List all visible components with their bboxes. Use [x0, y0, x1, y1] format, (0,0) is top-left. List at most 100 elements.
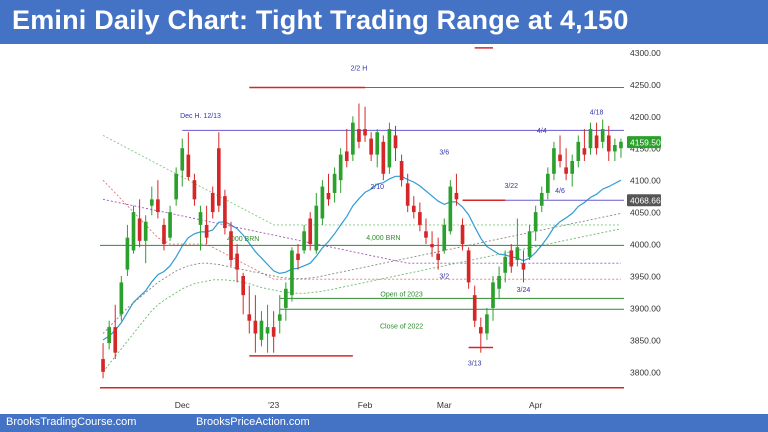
candle	[552, 141, 556, 181]
candle-body	[174, 173, 178, 200]
candle	[174, 167, 178, 206]
candle	[326, 173, 331, 206]
ma-series-5	[102, 228, 622, 373]
candle	[491, 276, 495, 321]
candle	[393, 125, 398, 161]
candle-body	[436, 253, 440, 261]
candle	[296, 244, 300, 270]
chart-annotation: 4/4	[537, 128, 547, 135]
candle-body	[418, 212, 422, 225]
candle	[137, 199, 142, 248]
candle	[606, 125, 611, 161]
candle-body	[497, 276, 501, 289]
chart-annotation: 3/24	[517, 287, 531, 294]
candle	[430, 231, 434, 257]
candle-body	[515, 247, 520, 261]
candle-body	[162, 224, 166, 245]
candle	[454, 173, 459, 206]
candle-body	[210, 192, 215, 213]
candle	[521, 250, 526, 283]
candle	[442, 218, 447, 254]
candle-body	[290, 250, 294, 296]
candle-body	[472, 295, 477, 321]
x-tick-label: '23	[268, 400, 279, 410]
candle-body	[454, 192, 459, 200]
candle	[588, 122, 593, 155]
candle	[363, 106, 367, 142]
candle	[357, 103, 361, 149]
chart-annotation: 4/6	[555, 188, 565, 195]
candle	[594, 122, 599, 155]
candle	[351, 116, 355, 161]
candle-body	[149, 199, 154, 206]
candle-body	[405, 183, 410, 206]
candle-body	[606, 135, 611, 152]
candle	[223, 189, 227, 235]
candle	[290, 247, 294, 302]
candle	[576, 135, 581, 168]
y-tick-label: 4200.00	[630, 112, 661, 122]
candle	[344, 129, 349, 168]
chart-annotation: 4/18	[590, 109, 604, 116]
candle-body	[619, 141, 623, 149]
chart-annotation: 4000 BRN	[227, 236, 259, 243]
price-label-text: 4159.50	[630, 137, 661, 147]
candle	[253, 295, 258, 353]
candle-body	[393, 135, 398, 149]
y-tick-label: 4250.00	[630, 80, 661, 90]
candle	[168, 205, 172, 241]
candle	[125, 224, 130, 276]
candle-body	[326, 192, 331, 200]
candle	[180, 138, 185, 187]
price-label-box	[627, 136, 661, 149]
candle	[210, 186, 215, 219]
candle-body	[570, 161, 575, 174]
candle-body	[314, 205, 319, 251]
candle-body	[357, 129, 361, 142]
chart-annotation: 3/13	[468, 360, 482, 367]
candle	[558, 135, 562, 168]
candle-body	[308, 218, 313, 245]
chart-annotation: 3/22	[504, 183, 518, 190]
candle-body	[125, 237, 130, 270]
candle	[314, 192, 319, 254]
price-label-text: 4068.66	[630, 195, 661, 205]
candle-body	[539, 192, 544, 206]
candle	[497, 266, 501, 299]
ma-series-2	[102, 179, 621, 280]
candle	[418, 202, 422, 232]
candle-body	[241, 276, 246, 296]
candle	[546, 167, 550, 200]
candle	[259, 311, 264, 347]
y-tick-label: 3900.00	[630, 303, 661, 313]
candle	[284, 282, 288, 321]
candle-body	[223, 196, 227, 229]
candle-body	[247, 314, 252, 321]
candle	[265, 304, 270, 353]
candle	[539, 186, 544, 213]
candle-body	[180, 148, 185, 171]
candle-body	[277, 314, 282, 321]
y-tick-label: 4000.00	[630, 240, 661, 250]
candle-body	[320, 186, 325, 219]
candle	[156, 180, 160, 219]
candle	[411, 196, 416, 219]
candle-body	[192, 180, 197, 200]
chart-annotation: Dec H. 12/13	[180, 113, 221, 120]
candle	[503, 250, 508, 283]
candle	[582, 129, 587, 161]
candle	[320, 180, 325, 225]
footer-right-link[interactable]: BrooksPriceAction.com	[196, 416, 310, 428]
candle-body	[204, 224, 209, 238]
candle-body	[271, 327, 276, 337]
candle-body	[387, 129, 392, 168]
candle	[448, 180, 453, 235]
candle-body	[107, 327, 111, 344]
candle-body	[564, 167, 568, 174]
footer-left-link[interactable]: BrooksTradingCourse.com	[6, 416, 137, 428]
candle	[338, 148, 343, 193]
candle	[460, 218, 465, 251]
y-tick-label: 3950.00	[630, 272, 661, 282]
candle-body	[466, 250, 471, 283]
candle-body	[375, 132, 380, 155]
